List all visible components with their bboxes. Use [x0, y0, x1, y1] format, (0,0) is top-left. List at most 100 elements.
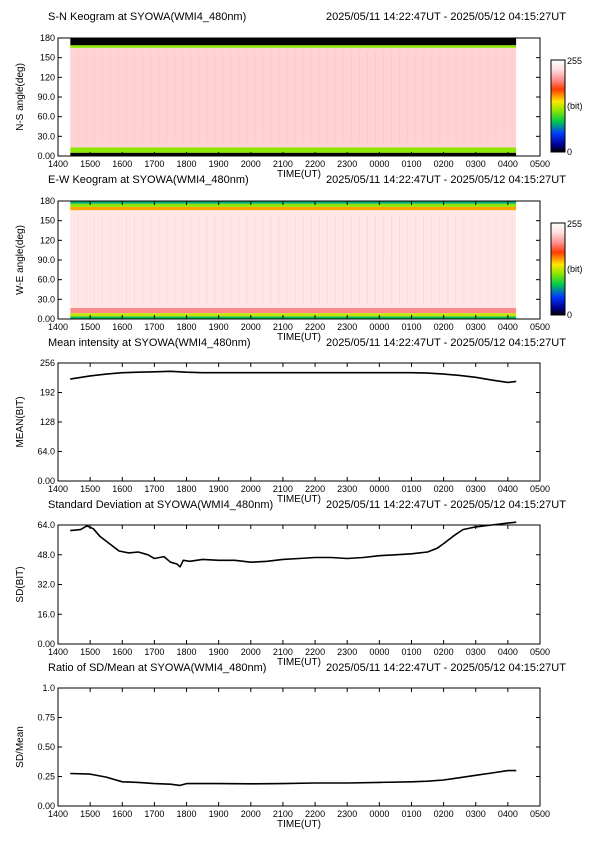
- x-tick-label: 1700: [144, 159, 164, 169]
- panel-title: Standard Deviation at SYOWA(WMI4_480nm): [48, 499, 273, 511]
- panel-4: Standard Deviation at SYOWA(WMI4_480nm) 2…: [15, 499, 566, 668]
- y-tick-label: 48.0: [37, 550, 55, 560]
- x-tick-label: 1900: [209, 322, 229, 332]
- x-tick-label: 2300: [337, 159, 357, 169]
- x-tick-label: 0200: [434, 322, 454, 332]
- colorbar-unit-label: (bit): [567, 264, 583, 274]
- series-line: [70, 370, 517, 384]
- x-tick-label: 1500: [80, 322, 100, 332]
- y-tick-label: 0.75: [37, 713, 55, 723]
- x-tick-label: 0500: [530, 484, 550, 494]
- y-tick-label: 0.50: [37, 742, 55, 752]
- x-tick-label: 2000: [241, 809, 261, 819]
- x-tick-label: 1600: [112, 322, 132, 332]
- y-tick-label: 180: [40, 33, 55, 43]
- x-tick-label: 1500: [80, 159, 100, 169]
- y-tick-label: 30.0: [37, 131, 55, 141]
- x-tick-label: 2100: [273, 159, 293, 169]
- heatmap-band: [70, 206, 517, 211]
- y-tick-label: 90.0: [37, 92, 55, 102]
- heatmap-band: [70, 203, 517, 207]
- colorbar: [550, 222, 566, 316]
- panel-time-range: 2025/05/11 14:22:47UT - 2025/05/12 04:15…: [326, 11, 566, 23]
- series-line: [70, 769, 517, 787]
- panel-1: S-N Keogram at SYOWA(WMI4_480nm) 2025/05/…: [15, 11, 583, 180]
- x-tick-label: 2200: [305, 484, 325, 494]
- x-tick-label: 2000: [241, 159, 261, 169]
- colorbar: [550, 59, 566, 153]
- plot-frame: [57, 524, 541, 645]
- x-tick-label: 2300: [337, 322, 357, 332]
- x-tick-label: 2100: [273, 809, 293, 819]
- x-axis-label: TIME(UT): [277, 332, 321, 343]
- y-axis-label: MEAN(BIT): [15, 396, 26, 447]
- x-tick-label: 0500: [530, 647, 550, 657]
- panel-5: Ratio of SD/Mean at SYOWA(WMI4_480nm) 202…: [15, 662, 566, 830]
- x-tick-label: 0300: [466, 647, 486, 657]
- panel-2: E-W Keogram at SYOWA(WMI4_480nm) 2025/05/…: [15, 174, 583, 343]
- x-tick-label: 1800: [177, 159, 197, 169]
- panel-title: Ratio of SD/Mean at SYOWA(WMI4_480nm): [48, 662, 266, 674]
- x-tick-label: 0500: [530, 322, 550, 332]
- y-tick-label: 180: [40, 196, 55, 206]
- heatmap-band: [70, 307, 517, 314]
- x-tick-label: 1900: [209, 484, 229, 494]
- panel-time-range: 2025/05/11 14:22:47UT - 2025/05/12 04:15…: [326, 337, 566, 349]
- panel-time-range: 2025/05/11 14:22:47UT - 2025/05/12 04:15…: [326, 174, 566, 186]
- heatmap-band: [70, 313, 517, 317]
- x-tick-label: 0000: [369, 159, 389, 169]
- heatmap-band: [70, 147, 517, 153]
- x-tick-label: 2200: [305, 647, 325, 657]
- heatmap-band: [70, 316, 517, 319]
- y-tick-label: 150: [40, 216, 55, 226]
- x-tick-label: 2000: [241, 322, 261, 332]
- x-tick-label: 0100: [401, 484, 421, 494]
- panel-time-range: 2025/05/11 14:22:47UT - 2025/05/12 04:15…: [326, 662, 566, 674]
- y-tick-label: 64.0: [37, 447, 55, 457]
- y-tick-label: 0.00: [37, 314, 55, 324]
- x-tick-label: 1600: [112, 159, 132, 169]
- heatmap-band: [70, 152, 517, 156]
- x-tick-label: 1400: [48, 322, 68, 332]
- heatmap: [70, 201, 517, 319]
- x-tick-label: 2100: [273, 484, 293, 494]
- panel-time-range: 2025/05/11 14:22:47UT - 2025/05/12 04:15…: [326, 499, 566, 511]
- x-tick-label: 0000: [369, 647, 389, 657]
- panel-title: Mean intensity at SYOWA(WMI4_480nm): [48, 337, 251, 349]
- x-tick-label: 1900: [209, 647, 229, 657]
- y-axis-label: N-S angle(deg): [15, 63, 26, 131]
- x-tick-label: 2200: [305, 809, 325, 819]
- colorbar-min-label: 0: [567, 147, 572, 157]
- x-tick-label: 1400: [48, 484, 68, 494]
- y-tick-label: 256: [40, 358, 55, 368]
- y-tick-label: 0.25: [37, 772, 55, 782]
- y-tick-label: 0.00: [37, 151, 55, 161]
- x-tick-label: 0200: [434, 809, 454, 819]
- x-tick-label: 1400: [48, 809, 68, 819]
- x-tick-label: 0000: [369, 322, 389, 332]
- panel-title: S-N Keogram at SYOWA(WMI4_480nm): [48, 11, 246, 23]
- x-tick-label: 0500: [530, 809, 550, 819]
- x-tick-label: 0400: [498, 809, 518, 819]
- y-tick-label: 120: [40, 235, 55, 245]
- heatmap-band: [70, 47, 517, 148]
- x-tick-label: 2200: [305, 322, 325, 332]
- x-tick-label: 0000: [369, 809, 389, 819]
- x-tick-label: 1600: [112, 809, 132, 819]
- x-tick-label: 1600: [112, 647, 132, 657]
- y-tick-label: 60.0: [37, 275, 55, 285]
- x-tick-label: 0500: [530, 159, 550, 169]
- y-axis-label: W-E angle(deg): [15, 225, 26, 295]
- panel-3: Mean intensity at SYOWA(WMI4_480nm) 2025/…: [15, 337, 566, 505]
- x-tick-label: 1700: [144, 484, 164, 494]
- x-tick-label: 2300: [337, 647, 357, 657]
- y-tick-label: 0.00: [37, 801, 55, 811]
- x-tick-label: 1900: [209, 159, 229, 169]
- x-tick-label: 0300: [466, 809, 486, 819]
- x-tick-label: 2000: [241, 647, 261, 657]
- x-tick-label: 1800: [177, 484, 197, 494]
- x-tick-label: 0100: [401, 809, 421, 819]
- series-line: [70, 521, 517, 568]
- x-tick-label: 2200: [305, 159, 325, 169]
